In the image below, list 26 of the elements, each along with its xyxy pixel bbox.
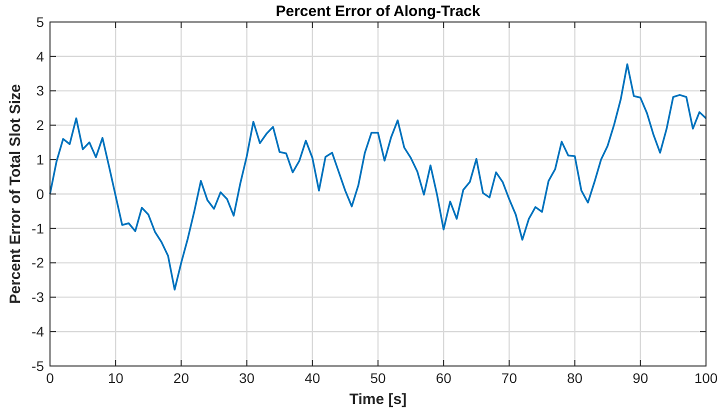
x-tick-label: 70 [501, 370, 518, 386]
x-tick-label: 40 [304, 370, 320, 386]
x-tick-label: 0 [46, 370, 54, 386]
x-tick-label: 80 [567, 370, 583, 386]
y-tick-label: 5 [36, 14, 44, 30]
y-axis-title: Percent Error of Total Slot Size [7, 84, 24, 304]
line-series [49, 63, 707, 291]
y-tick-label: 4 [36, 48, 44, 64]
x-tick-label: 100 [694, 370, 718, 386]
y-tick-label: -4 [32, 324, 44, 340]
y-tick-label: -5 [32, 358, 44, 374]
x-axis-title: Time [s] [349, 391, 407, 408]
x-tick-label: 90 [632, 370, 648, 386]
y-tick-label: 3 [36, 82, 44, 99]
y-tick-label: -3 [32, 289, 44, 306]
y-tick-label: -2 [32, 254, 44, 271]
x-tick-label: 60 [436, 370, 452, 386]
x-tick-label: 10 [108, 370, 124, 386]
x-tick-label: 50 [370, 370, 386, 386]
y-tick-label: 0 [36, 186, 44, 202]
x-tick-label: 20 [173, 370, 190, 386]
chart-title: Percent Error of Along-Track [276, 3, 481, 20]
y-tick-label: 2 [36, 117, 44, 134]
y-tick-label: 1 [36, 152, 44, 168]
x-tick-label: 30 [239, 370, 255, 386]
y-tick-label: -1 [32, 220, 44, 236]
